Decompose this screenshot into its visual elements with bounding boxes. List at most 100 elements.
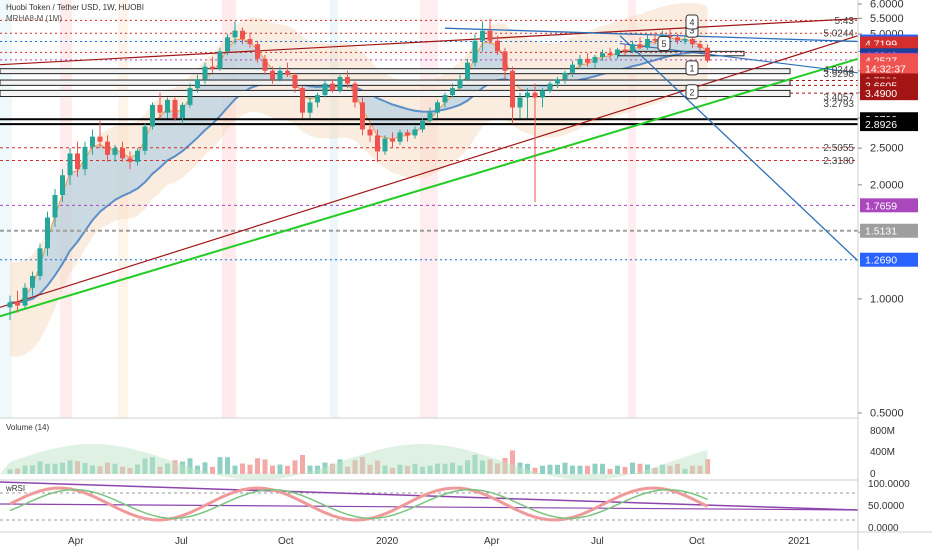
candle (255, 44, 260, 59)
wrsi-tick: 50.0000 (868, 501, 905, 512)
annotation-marker: 1 (685, 60, 699, 76)
volume-label: Volume (14) (6, 423, 50, 432)
candle (442, 95, 448, 103)
volume-bar (217, 457, 223, 474)
candle (457, 79, 463, 89)
volume-bar (607, 468, 613, 474)
candle (585, 58, 590, 63)
candle (30, 275, 35, 288)
volume-tick: 400M (870, 447, 896, 458)
wrsi-trend (0, 481, 859, 511)
candle (270, 70, 275, 80)
candle (240, 30, 245, 40)
wrsi-tick: 100.0000 (868, 479, 910, 490)
volume-bar (577, 465, 583, 474)
annotation-text: 2 (689, 87, 694, 97)
candle (667, 35, 673, 38)
candle (465, 62, 470, 80)
candle (315, 95, 320, 103)
annotation-marker: 5 (657, 35, 671, 51)
candle (352, 83, 358, 103)
candle (247, 39, 253, 45)
candle (187, 88, 193, 105)
trend-line-blue (444, 27, 859, 43)
annotation-text: 4 (689, 17, 694, 27)
volume-bar (547, 464, 553, 474)
candle (172, 99, 178, 119)
candle (510, 70, 515, 108)
candle (577, 58, 583, 65)
volume-bar (292, 460, 298, 474)
candle (630, 44, 635, 52)
volume-bar (262, 459, 268, 474)
volume-bar (202, 462, 208, 474)
candle (420, 120, 425, 130)
candle (427, 112, 433, 121)
volume-bar (615, 465, 620, 474)
candle (375, 135, 380, 152)
price-axis: 6.00005.50005.00004.50004.00003.50003.00… (823, 0, 932, 550)
candle (150, 104, 155, 127)
highlight-band (330, 0, 338, 418)
candle (300, 88, 305, 113)
candle (210, 66, 215, 69)
candle (652, 39, 658, 41)
level-label: 5.43 (835, 16, 855, 27)
candle (60, 175, 65, 196)
candle (15, 302, 20, 306)
annotation-text: 5 (661, 39, 666, 49)
volume-bar (525, 463, 530, 474)
candle (202, 66, 208, 80)
axis-tick-label: 5.5000 (870, 13, 904, 25)
volume-bar (270, 465, 275, 474)
annotation-text: 3 (689, 26, 694, 36)
candle (412, 129, 418, 136)
volume-bar (255, 458, 260, 474)
volume-tick: 800M (870, 426, 896, 437)
candle (682, 39, 688, 41)
x-axis-label: Apr (68, 536, 84, 547)
x-axis-label: Jul (591, 536, 604, 547)
candle (472, 40, 478, 63)
candle (525, 92, 530, 98)
volume-bar (570, 465, 575, 474)
candle (495, 40, 500, 52)
candle (645, 39, 650, 48)
axis-tick-label: 2.0000 (870, 179, 904, 191)
price-badge-text: 1.7659 (865, 200, 897, 212)
candle (555, 79, 560, 84)
volume-bar (510, 450, 515, 474)
level-label: 4.0244 (823, 65, 854, 76)
candle (540, 90, 545, 98)
candle (405, 132, 410, 136)
resistance-line (0, 18, 859, 66)
x-axis-label: Oct (278, 536, 294, 547)
wrsi-signal (9, 488, 708, 520)
highlight-band (420, 0, 438, 418)
candle (622, 49, 628, 52)
candle (232, 30, 238, 38)
trend-line-green (0, 57, 859, 318)
candle (367, 129, 373, 136)
indicator-label: MRHA8-M (1M) (6, 14, 62, 23)
annotation-marker: 4 (685, 14, 699, 30)
candle (330, 83, 335, 91)
price-badge (860, 198, 918, 213)
candle (675, 37, 680, 41)
wrsi-trend (0, 503, 859, 511)
candle (637, 44, 643, 48)
candle (277, 70, 283, 80)
volume-bar (585, 465, 590, 474)
volume-bar (247, 464, 253, 474)
axis-tick-label: 0.5000 (870, 408, 904, 420)
level-label: 5.0244 (823, 29, 854, 40)
volume-bar (285, 465, 290, 474)
candle (435, 102, 440, 113)
candle (390, 138, 395, 142)
candle (532, 92, 538, 98)
candle (562, 72, 568, 80)
level-label: 3.2793 (823, 99, 854, 110)
candle (135, 150, 140, 162)
volume-bar (232, 465, 238, 474)
